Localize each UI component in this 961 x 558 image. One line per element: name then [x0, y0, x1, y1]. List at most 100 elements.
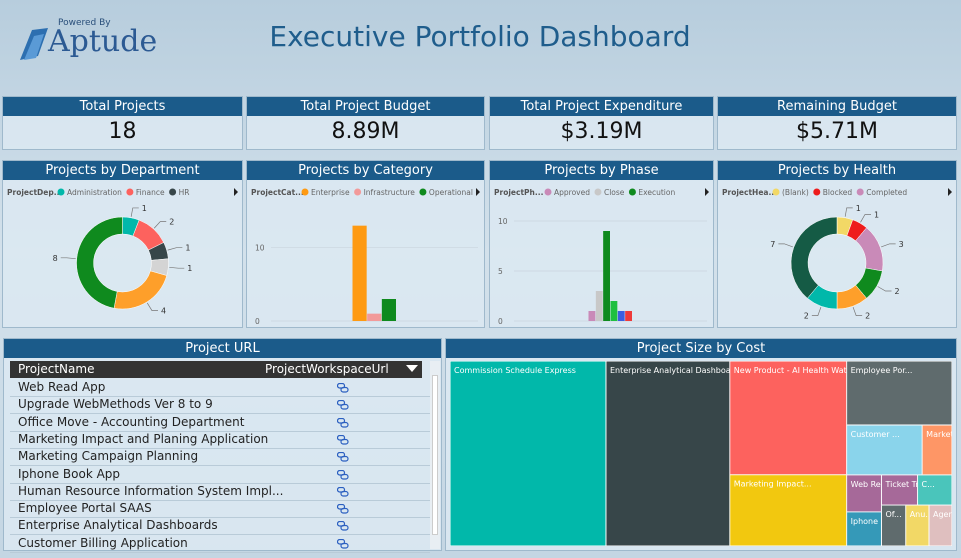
leader-line: [778, 243, 793, 248]
link-icon[interactable]: [337, 383, 349, 393]
kpi-title: Total Project Budget: [247, 97, 484, 116]
table-row: Iphone Book App: [10, 466, 430, 484]
leader-line: [167, 247, 183, 251]
column-header: ProjectName: [18, 362, 95, 376]
project-name: Employee Portal SAAS: [18, 501, 152, 516]
kpi-card: Remaining Budget $5.71M: [717, 96, 957, 150]
table-row: Web Read App: [10, 379, 430, 397]
project-name: Marketing Impact and Planing Application: [18, 431, 269, 446]
leader-line: [130, 207, 139, 217]
page-title: Executive Portfolio Dashboard: [269, 20, 691, 53]
treemap-cell: Customer ...: [846, 424, 923, 475]
legend-swatch: [301, 188, 309, 196]
link-icon[interactable]: [337, 400, 349, 410]
link-icon[interactable]: [337, 486, 349, 497]
bar: [603, 231, 610, 321]
chart: Commission Schedule Express Enterprise An…: [450, 361, 956, 546]
treemap-cell: Iphone B...: [846, 511, 894, 546]
link-loop: [340, 542, 349, 549]
column-header: ProjectWorkspaceUrl: [265, 362, 389, 376]
project-name: Iphone Book App: [18, 466, 121, 481]
treemap-cell: Commission Schedule Express: [450, 361, 606, 546]
table-panel: Project URL ProjectName ProjectWorkspace…: [3, 338, 442, 553]
treemap-rect: [846, 474, 882, 512]
leader-line: [811, 307, 822, 316]
treemap-rect: [881, 474, 918, 506]
leader-line: [146, 302, 158, 311]
kpi-card: Total Project Expenditure $3.19M: [489, 96, 714, 150]
kpi-card: Total Projects 18: [2, 96, 243, 150]
bar: [381, 299, 396, 321]
link-icon[interactable]: [337, 469, 349, 480]
chart: ProjectHea... (Blank) Blocked Completed 1 1 3 2…: [722, 188, 952, 321]
legend-label: HR: [179, 188, 190, 197]
leader-line: [852, 307, 863, 316]
link-icon[interactable]: [337, 417, 349, 428]
legend-swatch: [856, 188, 864, 196]
table-row: Marketing Campaign Planning: [10, 448, 430, 467]
link-icon[interactable]: [337, 504, 349, 514]
link-icon[interactable]: [337, 434, 349, 445]
link-icon[interactable]: [337, 538, 349, 549]
treemap-cell: Web Rea...: [846, 474, 882, 512]
treemap-cell: Ticket Tr...: [881, 474, 918, 506]
table-header: ProjectName ProjectWorkspaceUrl: [10, 361, 422, 378]
legend-label: Approved: [554, 188, 590, 197]
bar: [595, 291, 603, 321]
link-loop: [340, 525, 349, 531]
donut-slice: [113, 270, 168, 310]
bar: [367, 313, 382, 321]
legend-more[interactable]: [705, 188, 709, 196]
project-name: Enterprise Analytical Dashboards: [18, 518, 218, 533]
table-row: Office Move - Accounting Department: [10, 414, 430, 432]
treemap-rect: [729, 474, 847, 546]
sort-icon[interactable]: [406, 365, 418, 373]
link-icon[interactable]: [337, 452, 349, 462]
legend-title: ProjectPh...: [494, 188, 544, 197]
treemap-rect: [922, 424, 952, 475]
treemap-rect: [928, 505, 952, 546]
legend-more[interactable]: [476, 188, 480, 196]
scrollbar[interactable]: [430, 361, 440, 549]
logo: Powered By Aptude: [18, 18, 168, 68]
treemap-label: New Product - AI Health Watch: [734, 366, 856, 375]
link-loop: [340, 386, 349, 393]
treemap-cell: Employee Por...: [846, 361, 953, 425]
legend-swatch: [126, 188, 134, 196]
legend-label: Blocked: [823, 188, 853, 197]
treemap-cell: New Product - AI Health Watch: [729, 361, 856, 475]
legend-more[interactable]: [948, 188, 952, 196]
y-tick-label: 10: [498, 217, 508, 226]
link-loop: [340, 507, 349, 514]
table-title: Project URL: [4, 339, 441, 358]
treemap-label: Agent Ex...: [933, 510, 956, 519]
treemap-label: Of...: [885, 510, 901, 519]
table-row: Enterprise Analytical Dashboards: [10, 517, 430, 536]
chart-title: Projects by Department: [3, 161, 242, 180]
data-label: 7: [770, 240, 775, 249]
data-label: 2: [804, 312, 809, 321]
bar: [617, 311, 625, 321]
legend-more[interactable]: [234, 188, 238, 196]
treemap-rect: [450, 361, 606, 546]
link-loop: [340, 473, 349, 480]
data-label: 2: [865, 312, 870, 321]
legend-label: Completed: [866, 188, 907, 197]
link-icon[interactable]: [337, 521, 349, 531]
project-name: Human Resource Information System Impl..…: [18, 483, 284, 498]
legend-label: (Blank): [782, 188, 809, 197]
treemap-rect: [905, 505, 929, 546]
leader-line: [881, 243, 896, 248]
treemap-label: Iphone B...: [851, 517, 894, 526]
data-label: 2: [169, 218, 174, 227]
donut-slice: [76, 216, 123, 309]
bar: [610, 301, 618, 321]
legend-title: ProjectCat...: [251, 188, 304, 197]
chart-title: Projects by Health: [718, 161, 956, 180]
legend-title: ProjectHea...: [722, 188, 777, 197]
legend-label: Administration: [67, 188, 122, 197]
data-label: 1: [142, 204, 147, 213]
bar: [588, 311, 596, 321]
scroll-thumb[interactable]: [432, 375, 438, 535]
